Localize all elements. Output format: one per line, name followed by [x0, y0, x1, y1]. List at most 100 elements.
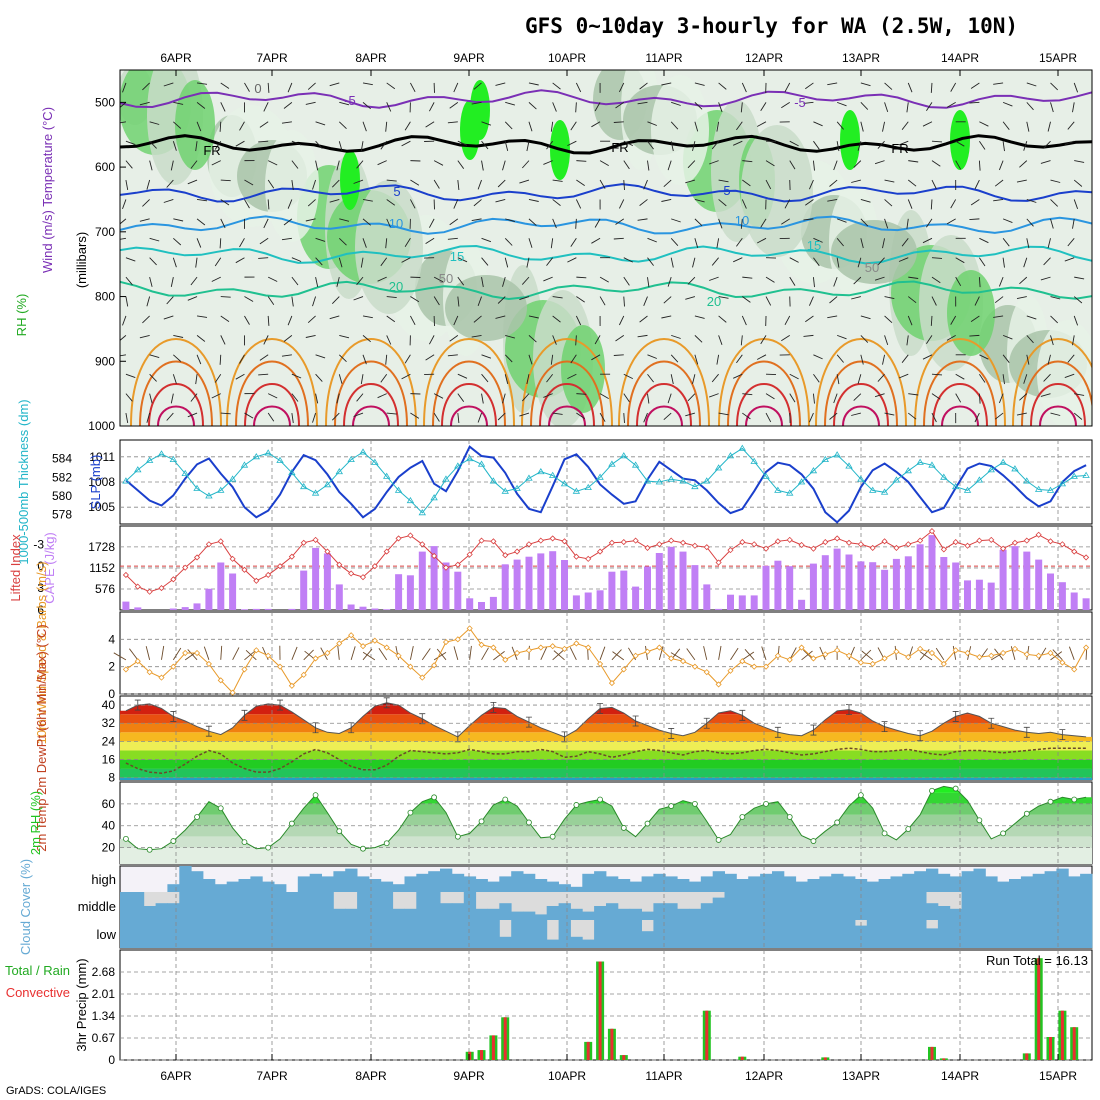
thickness-point: [975, 476, 984, 483]
wind-barb: [907, 315, 913, 326]
wind-barb: [386, 296, 397, 299]
wind-barb: [694, 315, 705, 319]
wind-barb: [546, 257, 554, 266]
wind-barb: [576, 276, 587, 279]
temp-band: [120, 777, 1092, 780]
thickness-point: [928, 461, 936, 468]
cloud-cell-middle: [463, 892, 477, 920]
wind-barb: [125, 276, 133, 286]
cloud-cell-high: [274, 884, 287, 892]
cloud-cell-middle: [286, 892, 299, 920]
cape-bar: [821, 555, 829, 610]
wind-barb: [709, 160, 719, 165]
wind-barb-10m: [686, 648, 696, 661]
wind-barb: [599, 393, 609, 399]
wind-barb: [718, 412, 729, 416]
wind-barb: [315, 393, 319, 404]
wind-barb: [1019, 160, 1028, 168]
rh2m-point: [739, 814, 746, 820]
temp-ylabel: 2m Temp 2m DewPt (6hr Min/Max) (°C): [34, 624, 49, 851]
wind-barb: [338, 257, 343, 268]
wind-point: [1023, 651, 1030, 658]
cloud-cell-high: [653, 873, 666, 892]
temp-range-bar: [739, 709, 746, 721]
wind-barb: [994, 179, 1004, 187]
wind-barb-10m: [145, 646, 151, 660]
thickness-point: [904, 467, 912, 474]
wind-barb: [884, 82, 893, 90]
cloud-cell-middle: [772, 892, 785, 920]
cape-bar: [786, 566, 794, 610]
rh2m-point: [929, 787, 935, 794]
wind-barb: [267, 315, 270, 326]
isotherm-arch: [636, 383, 692, 426]
cloud-cell-low: [499, 936, 512, 948]
wind-barb: [356, 393, 364, 402]
wind-barb: [410, 412, 420, 419]
cape-bar: [288, 608, 296, 610]
wind-barb: [575, 218, 577, 229]
wind-barb: [307, 315, 316, 324]
wind-point: [786, 656, 793, 663]
cloud-cell-low: [617, 920, 631, 948]
rh2m-point: [360, 845, 366, 852]
isotherm-arch: [618, 338, 710, 426]
temp-band: [120, 759, 1092, 769]
thickness-point: [631, 461, 640, 468]
temp-range-bar: [810, 724, 817, 736]
cloud-cell-high: [451, 873, 465, 892]
cape-bar: [1082, 598, 1090, 610]
cloud-cell-low: [606, 920, 619, 948]
thickness-point: [892, 476, 901, 483]
cloud-cell-high: [511, 871, 524, 892]
wind-point: [644, 648, 651, 655]
wind-barb: [173, 354, 182, 362]
wind-barb: [906, 218, 909, 229]
wind-barb: [671, 218, 681, 223]
wind-barb: [974, 412, 980, 423]
precip-conv-bar: [1049, 1037, 1052, 1060]
cloud-cell-high: [1020, 876, 1034, 892]
li-point: [336, 561, 343, 568]
thickness-point: [703, 477, 711, 484]
thickness-point: [572, 487, 581, 494]
cloud-cell-middle: [120, 892, 133, 920]
cloud-cell-high: [1032, 873, 1045, 892]
thickness-point: [394, 486, 403, 493]
cloud-cell-low: [286, 920, 299, 948]
wind-point: [751, 663, 758, 670]
wind-barb: [362, 218, 371, 226]
wind-barb: [457, 296, 460, 307]
wind-point: [893, 648, 900, 655]
wind-barb: [263, 335, 269, 345]
wind-barb: [166, 179, 174, 188]
cape-bar: [952, 562, 960, 610]
rh-shading-high: [840, 110, 860, 170]
wind-barb: [404, 354, 411, 364]
wind-barb: [187, 179, 198, 185]
cloud-cell-high: [617, 879, 631, 892]
wind-barb: [874, 160, 885, 165]
cloud-cell-low: [191, 920, 204, 948]
wind-barb: [694, 102, 703, 110]
wind-barb-10m: [718, 645, 722, 660]
cloud-cell-low: [949, 920, 963, 948]
wind-barb: [291, 257, 302, 262]
wind-barb: [1040, 160, 1051, 164]
li-point: [691, 542, 698, 549]
run-total: Run Total = 16.13: [986, 953, 1088, 968]
wind-tick-label: 2: [108, 660, 115, 674]
temp-range-bar: [774, 726, 781, 738]
isotherm-arch: [253, 405, 291, 426]
wind-barb: [220, 199, 230, 206]
slp-tick-label: 1008: [88, 475, 115, 489]
cape-bar: [738, 595, 746, 610]
wind-barb: [978, 393, 981, 404]
wind-barb: [970, 199, 980, 206]
wind-barb: [808, 296, 814, 306]
wind-barb: [882, 121, 886, 132]
wind-barb: [813, 257, 820, 267]
wind-barb: [1002, 141, 1005, 152]
li-point: [822, 539, 829, 546]
cape-bar: [418, 551, 426, 610]
